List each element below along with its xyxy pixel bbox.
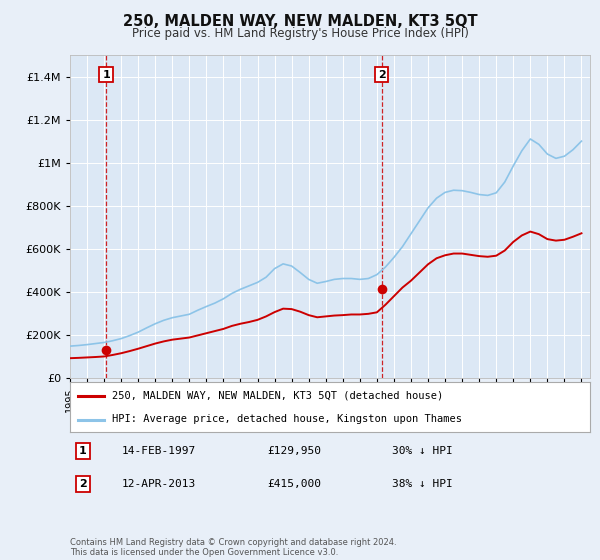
Text: 30% ↓ HPI: 30% ↓ HPI [392, 446, 453, 456]
Text: 1: 1 [102, 69, 110, 80]
Text: 38% ↓ HPI: 38% ↓ HPI [392, 479, 453, 489]
Text: Contains HM Land Registry data © Crown copyright and database right 2024.
This d: Contains HM Land Registry data © Crown c… [70, 538, 397, 557]
Text: HPI: Average price, detached house, Kingston upon Thames: HPI: Average price, detached house, King… [112, 414, 461, 424]
Text: 2: 2 [79, 479, 87, 489]
Text: 2: 2 [378, 69, 386, 80]
Text: 12-APR-2013: 12-APR-2013 [122, 479, 196, 489]
Text: 14-FEB-1997: 14-FEB-1997 [122, 446, 196, 456]
Text: 250, MALDEN WAY, NEW MALDEN, KT3 5QT: 250, MALDEN WAY, NEW MALDEN, KT3 5QT [122, 14, 478, 29]
Text: 1: 1 [79, 446, 87, 456]
Text: £129,950: £129,950 [268, 446, 322, 456]
Text: 250, MALDEN WAY, NEW MALDEN, KT3 5QT (detached house): 250, MALDEN WAY, NEW MALDEN, KT3 5QT (de… [112, 391, 443, 401]
Text: £415,000: £415,000 [268, 479, 322, 489]
Text: Price paid vs. HM Land Registry's House Price Index (HPI): Price paid vs. HM Land Registry's House … [131, 27, 469, 40]
